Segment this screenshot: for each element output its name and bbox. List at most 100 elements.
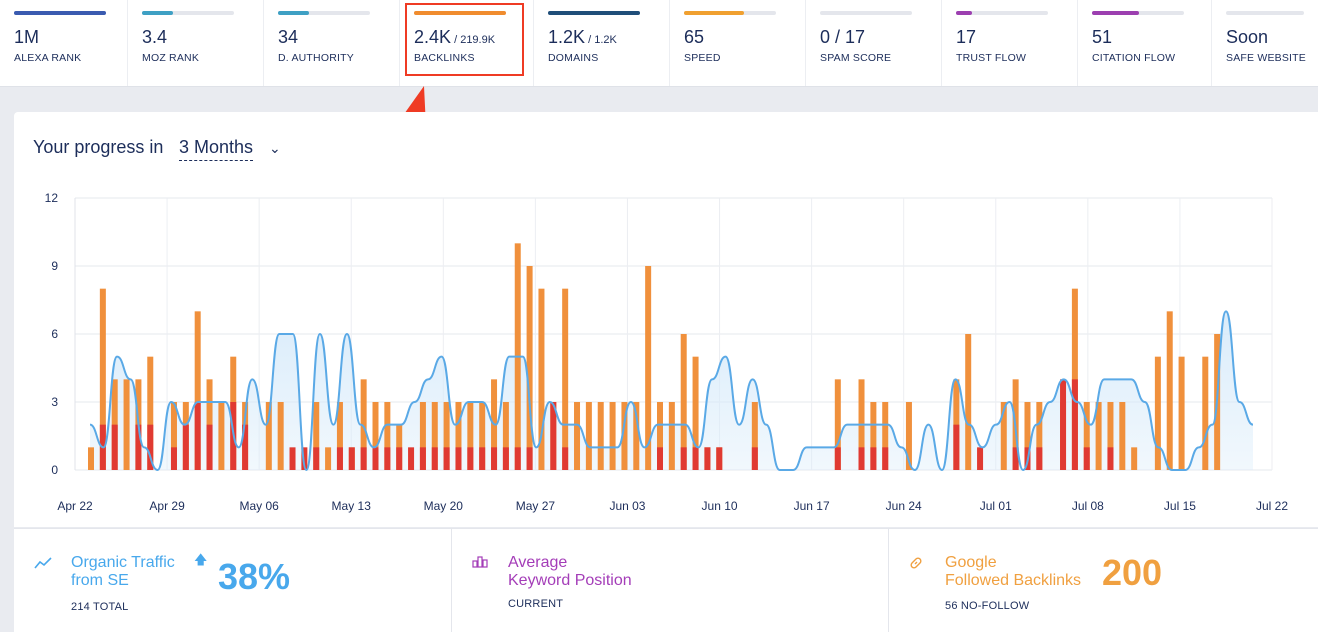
metric-domains[interactable]: 1.2K / 1.2K DOMAINS [534,0,670,86]
bar-red [408,447,415,470]
bar-red [313,447,320,470]
bar-red [1083,447,1090,470]
metric-value-text: 1.2K [548,27,586,47]
bar-orange [431,402,438,470]
x-tick-label: Apr 29 [149,499,185,513]
bar-orange [467,402,474,470]
bar-red [384,447,391,470]
metric-value: 3.4 [142,27,167,48]
bar-red [289,447,296,470]
bar-orange [170,402,177,470]
metric-value-text: 34 [278,27,299,47]
bar-red [1071,379,1078,470]
bar-red [348,447,355,470]
metric-value: 17 [956,27,976,48]
bar-orange [1036,402,1043,470]
metric-label: ALEXA RANK [14,52,82,64]
bar-orange [870,402,877,470]
bar-orange [396,424,403,470]
metric-citation-flow[interactable]: 51 CITATION FLOW [1078,0,1212,86]
stat-title-line2: from SE [71,572,129,589]
bar-red [953,424,960,470]
metric-value-text: 2.4K [414,27,452,47]
bar-orange [645,266,652,470]
stat-keyword-position[interactable]: Average Keyword Position CURRENT [452,529,889,632]
metric-trust-flow[interactable]: 17 TRUST FLOW [942,0,1078,86]
bar-red [194,402,201,470]
bar-red [550,402,557,470]
line-series [89,310,1254,472]
bar-red [1012,447,1019,470]
stat-title-line2: Keyword Position [508,572,632,589]
bar-orange [336,402,343,470]
metric-value: 65 [684,27,704,48]
bar-red [111,424,118,470]
bar-orange [479,402,486,470]
metric-progress-fill [1092,11,1139,15]
x-tick-label: May 13 [332,499,372,513]
bar-red [1036,447,1043,470]
bar-orange [834,379,841,470]
backlinks-highlight-box [405,3,524,76]
bar-red [692,447,699,470]
metric-alexa-rank[interactable]: 1M ALEXA RANK [0,0,128,86]
metric-backlinks[interactable]: 2.4K / 219.9K BACKLINKS [400,0,534,86]
metric-progress-track [1226,11,1304,15]
bar-red [479,447,486,470]
y-tick-label: 12 [45,191,59,205]
bar-red [170,447,177,470]
metric-value-text: 0 / 17 [820,27,866,47]
metric-progress-track [1092,11,1184,15]
bar-orange [538,288,545,470]
bar-orange [562,288,569,470]
x-tick-label: Jun 24 [886,499,922,513]
bar-red [242,424,249,470]
bar-orange [1107,402,1114,470]
bar-orange [123,379,130,470]
x-tick-label: Jun 10 [702,499,738,513]
bar-orange [265,402,272,470]
progress-range-dropdown[interactable]: 3 Months [179,137,254,161]
metric-progress-fill [684,11,744,15]
bar-red [455,447,462,470]
bar-orange [905,402,912,470]
x-tick-label: Apr 22 [57,499,93,513]
bar-orange [1024,402,1031,470]
metric-progress-track [548,11,640,15]
bar-orange [194,311,201,470]
metric-progress-fill [414,11,506,15]
bar-red [526,447,533,470]
bar-orange [99,288,106,470]
x-tick-label: Jun 17 [794,499,830,513]
metric-spam-score[interactable]: 0 / 17 SPAM SCORE [806,0,942,86]
metric-moz-rank[interactable]: 3.4 MOZ RANK [128,0,264,86]
metric-progress-fill [278,11,310,15]
metric-value-sub: / 1.2K [585,34,617,46]
bar-orange [218,402,225,470]
bottom-stats: Organic Traffic from SE 🡅 38% 214 TOTAL … [14,528,1318,632]
metric-value-text: 65 [684,27,705,47]
metric-value-text: Soon [1226,27,1269,47]
bar-orange [633,402,640,470]
metric-progress-fill [14,11,106,15]
bar-orange [621,402,628,470]
stat-title-line1: Organic Traffic [71,554,175,571]
x-tick-label: May 27 [516,499,556,513]
bar-orange [277,402,284,470]
bar-orange [657,402,663,470]
metric-d-authority[interactable]: 34 D. AUTHORITY [264,0,400,86]
stat-followed-backlinks[interactable]: Google Followed Backlinks 200 56 NO-FOLL… [889,529,1318,632]
bar-orange [574,402,581,470]
chevron-down-icon[interactable]: ⌄ [269,140,281,156]
bar-red [419,447,426,470]
metric-safe-website[interactable]: Soon SAFE WEBSITE [1212,0,1318,86]
stat-organic-traffic[interactable]: Organic Traffic from SE 🡅 38% 214 TOTAL [14,529,452,632]
metric-speed[interactable]: 65 SPEED [670,0,806,86]
metric-label: SPEED [684,52,721,64]
bar-orange [1000,402,1007,470]
metric-value: 2.4K / 219.9K [414,27,495,48]
x-tick-label: Jul 08 [1072,499,1104,513]
metric-value: 0 / 17 [820,27,865,48]
metric-label: SAFE WEBSITE [1226,52,1306,64]
bar-orange [147,356,154,470]
